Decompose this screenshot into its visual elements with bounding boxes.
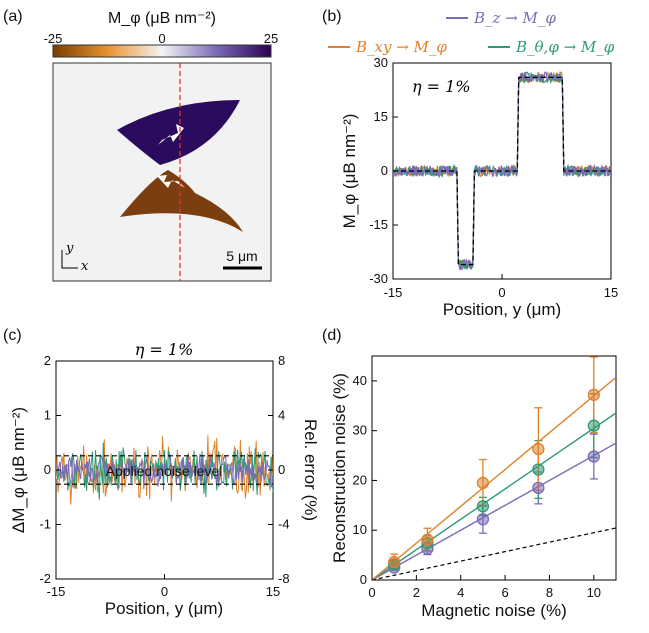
c-right-ytick-label: 0 bbox=[278, 462, 285, 477]
d-ytick-label: 0 bbox=[360, 572, 367, 587]
c-ytick-label: -2 bbox=[39, 571, 51, 586]
d-xtick-label: 6 bbox=[501, 585, 508, 600]
legend-btp: B_θ,φ → M_φ bbox=[515, 38, 615, 56]
panel-b: B_z → M_φ B_xy → M_φ B_θ,φ → M_φ -15 0 15 -… bbox=[328, 9, 618, 319]
c-xtick-label: 0 bbox=[161, 584, 168, 599]
arrow-negative-icon bbox=[157, 175, 185, 188]
d-ytick-label: 30 bbox=[353, 423, 367, 438]
xlabel-d: Magnetic noise (%) bbox=[421, 601, 567, 620]
point-bxy bbox=[587, 388, 600, 401]
colorbar-tick-zero: 0 bbox=[158, 31, 165, 46]
c-ytick-label: -1 bbox=[39, 517, 51, 532]
c-right-ytick-label: -4 bbox=[278, 517, 290, 532]
point-bxy bbox=[421, 533, 434, 546]
plot-d-frame bbox=[371, 355, 617, 581]
d-xtick-label: 2 bbox=[413, 585, 420, 600]
panel-label-d: (d) bbox=[322, 327, 342, 344]
ylabel-b: M_φ (μB nm⁻²) bbox=[340, 114, 359, 229]
colorbar-tick-min: -25 bbox=[44, 31, 63, 46]
trace-bz bbox=[56, 453, 273, 490]
c-ytick-label: 0 bbox=[44, 462, 51, 477]
panel-a: M_φ (μB nm⁻²) -25 0 25 5 μm y x bbox=[44, 10, 278, 282]
d-xtick-label: 10 bbox=[587, 585, 601, 600]
c-ytick-label: 1 bbox=[44, 408, 51, 423]
d-xtick-label: 4 bbox=[457, 585, 464, 600]
ylabel-d: Reconstruction noise (%) bbox=[330, 373, 349, 563]
panel-label-b: (b) bbox=[322, 8, 342, 25]
b-xtick-label: -15 bbox=[384, 285, 403, 300]
d-xtick-label: 8 bbox=[546, 585, 553, 600]
d-ytick-label: 10 bbox=[353, 522, 367, 537]
fit-line-btp bbox=[372, 412, 616, 580]
point-bxy bbox=[476, 476, 490, 490]
colorbar bbox=[52, 44, 272, 58]
ylabel-right-c: Rel. error (%) bbox=[301, 419, 320, 521]
eta-annotation-b: η = 1% bbox=[412, 77, 471, 96]
axis-y-label: y bbox=[65, 241, 74, 256]
fit-line-bz bbox=[372, 442, 616, 580]
c-right-ytick-label: 4 bbox=[278, 408, 285, 423]
b-ytick-label: 30 bbox=[374, 55, 388, 70]
point-btp bbox=[532, 463, 545, 476]
ground-truth-profile bbox=[393, 76, 611, 266]
d-xtick-label: 0 bbox=[368, 585, 375, 600]
panel-c: η = 1% -15 0 15 -2 -1 0 1 2 -8 -4 0 4 8 Applied nois… bbox=[9, 340, 320, 618]
panel-label-a: (a) bbox=[3, 8, 23, 25]
point-bxy bbox=[388, 555, 401, 569]
noise-level-annotation: Applied noise level bbox=[106, 463, 223, 479]
c-xtick-label: -15 bbox=[47, 584, 66, 599]
domain-negative bbox=[120, 170, 243, 232]
ylabel-c: ΔM_φ (μB nm⁻²) bbox=[9, 407, 28, 533]
axes-indicator bbox=[61, 250, 78, 269]
d-ytick-label: 20 bbox=[353, 472, 367, 487]
xlabel-b: Position, y (μm) bbox=[443, 300, 561, 319]
fit-line-bxy bbox=[372, 376, 616, 580]
b-ytick-label: 15 bbox=[374, 109, 388, 124]
panel-d: 0 2 4 6 8 10 0 10 20 30 40 Magnetic noise (%) Reco… bbox=[330, 355, 617, 620]
c-right-ytick-label: 8 bbox=[278, 353, 285, 368]
c-right-ytick-label: -8 bbox=[278, 571, 290, 586]
point-bxy bbox=[532, 442, 545, 456]
axis-x-label: x bbox=[81, 259, 89, 274]
b-ytick-label: -30 bbox=[369, 271, 388, 286]
trace-bz bbox=[393, 71, 611, 272]
point-bz bbox=[532, 481, 545, 495]
legend-bxy: B_xy → M_φ bbox=[355, 38, 447, 56]
colorbar-title: M_φ (μB nm⁻²) bbox=[108, 10, 216, 27]
legend-bz: B_z → M_φ bbox=[473, 9, 556, 27]
b-xtick-label: 0 bbox=[498, 285, 505, 300]
b-ytick-label: -15 bbox=[369, 217, 388, 232]
b-ytick-label: 0 bbox=[381, 163, 388, 178]
magnetization-map bbox=[52, 62, 272, 282]
point-bz bbox=[476, 513, 490, 526]
arrow-positive-icon bbox=[158, 124, 184, 145]
point-btp bbox=[476, 500, 490, 513]
scalebar-label: 5 μm bbox=[226, 248, 257, 264]
panel-label-c: (c) bbox=[3, 327, 22, 344]
colorbar-tick-max: 25 bbox=[264, 31, 278, 46]
title-c: η = 1% bbox=[135, 340, 194, 359]
d-ytick-label: 40 bbox=[353, 373, 367, 388]
b-xtick-label: 15 bbox=[604, 285, 618, 300]
xlabel-c: Position, y (μm) bbox=[105, 599, 223, 618]
point-btp bbox=[587, 419, 600, 432]
point-bz bbox=[587, 450, 600, 463]
c-ytick-label: 2 bbox=[44, 353, 51, 368]
c-xtick-label: 15 bbox=[266, 584, 280, 599]
